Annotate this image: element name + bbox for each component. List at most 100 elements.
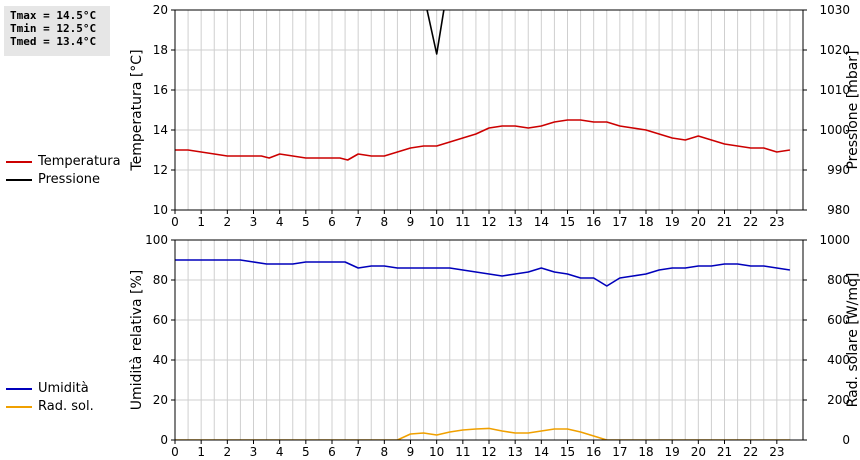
x-tick-label: 18 — [638, 215, 653, 229]
y2-tick-label: 400 — [827, 353, 850, 367]
x-tick-label: 12 — [481, 445, 496, 459]
series-umidit-line — [175, 259, 791, 287]
x-tick-label: 22 — [743, 215, 758, 229]
x-tick-label: 5 — [302, 445, 310, 459]
tmin-text: Tmin = 12.5°C — [10, 22, 97, 35]
x-tick-label: 20 — [691, 215, 706, 229]
x-tick-label: 9 — [407, 445, 415, 459]
y-tick-label: 18 — [153, 43, 168, 57]
legend-label-umidita: Umidità — [38, 381, 89, 396]
y2-axis-label: Pressione [mbar] — [845, 50, 860, 169]
y-tick-label: 60 — [153, 313, 168, 327]
x-tick-label: 6 — [328, 215, 336, 229]
x-tick-label: 8 — [381, 445, 389, 459]
y2-tick-label: 200 — [827, 393, 850, 407]
y2-tick-label: 980 — [827, 203, 850, 217]
x-tick-label: 9 — [407, 215, 415, 229]
x-tick-label: 10 — [429, 215, 444, 229]
y-tick-label: 100 — [145, 233, 168, 247]
legend-item-temperatura: Temperatura — [6, 153, 121, 171]
x-tick-label: 14 — [534, 445, 549, 459]
x-tick-label: 1 — [197, 445, 205, 459]
y-tick-label: 0 — [160, 433, 168, 447]
series-rad-sol-line — [175, 427, 790, 440]
y2-tick-label: 1000 — [819, 233, 850, 247]
x-tick-label: 3 — [250, 215, 258, 229]
x-tick-label: 21 — [717, 445, 732, 459]
x-tick-label: 13 — [508, 215, 523, 229]
x-tick-label: 0 — [171, 215, 179, 229]
chart-bottom: 0 1 2 3 4 5 6 7 8 9 10 11 12 13 14 15 16 17 18 19 20 21 22 2302… — [129, 233, 860, 459]
y-tick-label: 80 — [153, 273, 168, 287]
y2-tick-label: 1000 — [819, 123, 850, 137]
y2-tick-label: 0 — [842, 433, 850, 447]
y-tick-label: 14 — [153, 123, 168, 137]
y-axis-label: Temperatura [°C] — [129, 49, 145, 171]
x-tick-label: 5 — [302, 215, 310, 229]
x-tick-label: 11 — [455, 445, 470, 459]
legend-item-pressione: Pressione — [6, 171, 121, 189]
x-tick-label: 15 — [560, 215, 575, 229]
legend-label-radsol: Rad. sol. — [38, 399, 94, 414]
x-tick-label: 17 — [612, 445, 627, 459]
y2-tick-label: 1010 — [819, 83, 850, 97]
plot-frame — [174, 239, 804, 441]
x-tick-label: 0 — [171, 445, 179, 459]
legend-item-umidita: Umidità — [6, 380, 94, 398]
legend-swatch-umidita — [6, 388, 32, 390]
x-tick-label: 14 — [534, 215, 549, 229]
x-tick-label: 10 — [429, 445, 444, 459]
x-tick-label: 17 — [612, 215, 627, 229]
legend-label-pressione: Pressione — [38, 172, 101, 187]
x-tick-label: 13 — [508, 445, 523, 459]
plot-frame — [174, 9, 804, 211]
chart-top: 0 1 2 3 4 5 6 7 8 9 10 11 12 13 14 15 16 17 18 19 20 21 22 2310… — [129, 3, 860, 229]
y2-tick-label: 800 — [827, 273, 850, 287]
x-tick-label: 4 — [276, 215, 284, 229]
legend-swatch-pressione — [6, 179, 32, 181]
x-tick-label: 20 — [691, 445, 706, 459]
x-tick-label: 18 — [638, 445, 653, 459]
x-tick-label: 1 — [197, 215, 205, 229]
x-tick-label: 4 — [276, 445, 284, 459]
legend-bottom: Umidità Rad. sol. — [6, 380, 94, 416]
x-tick-label: 7 — [354, 215, 362, 229]
y2-tick-label: 990 — [827, 163, 850, 177]
y-tick-label: 12 — [153, 163, 168, 177]
x-tick-label: 6 — [328, 445, 336, 459]
legend-label-temperatura: Temperatura — [38, 154, 121, 169]
y-tick-label: 40 — [153, 353, 168, 367]
x-tick-label: 19 — [665, 445, 680, 459]
y-tick-label: 16 — [153, 83, 168, 97]
x-tick-label: 2 — [224, 215, 232, 229]
tmax-text: Tmax = 14.5°C — [10, 9, 97, 22]
x-tick-label: 7 — [354, 445, 362, 459]
x-tick-label: 16 — [586, 445, 601, 459]
x-tick-label: 15 — [560, 445, 575, 459]
legend-top: Temperatura Pressione — [6, 153, 121, 189]
stats-box: Tmax = 14.5°C Tmin = 12.5°C Tmed = 13.4°… — [4, 6, 110, 56]
y-tick-label: 20 — [153, 393, 168, 407]
series-pressione-line — [426, 10, 445, 55]
x-tick-label: 16 — [586, 215, 601, 229]
x-tick-label: 21 — [717, 215, 732, 229]
y2-axis-label: Rad. solare [W/mq] — [845, 273, 860, 408]
x-tick-label: 3 — [250, 445, 258, 459]
y2-tick-label: 1030 — [819, 3, 850, 17]
y-axis-label: Umidità relativa [%] — [129, 270, 145, 411]
x-tick-label: 2 — [224, 445, 232, 459]
legend-swatch-radsol — [6, 406, 32, 408]
x-tick-label: 12 — [481, 215, 496, 229]
x-tick-label: 23 — [769, 445, 784, 459]
x-tick-label: 11 — [455, 215, 470, 229]
y2-tick-label: 600 — [827, 313, 850, 327]
legend-item-radsol: Rad. sol. — [6, 398, 94, 416]
x-tick-label: 8 — [381, 215, 389, 229]
y-tick-label: 20 — [153, 3, 168, 17]
y2-tick-label: 1020 — [819, 43, 850, 57]
legend-swatch-temperatura — [6, 161, 32, 163]
y-tick-label: 10 — [153, 203, 168, 217]
x-tick-label: 19 — [665, 215, 680, 229]
x-tick-label: 23 — [769, 215, 784, 229]
